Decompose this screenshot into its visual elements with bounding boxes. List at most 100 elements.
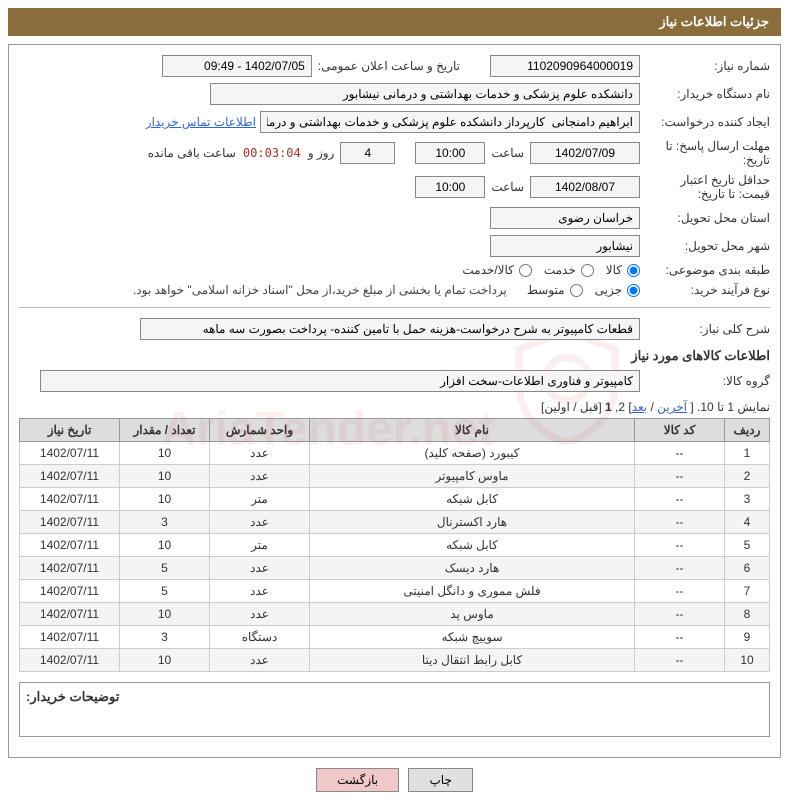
table-cell: متر: [210, 534, 310, 557]
paging-prefix: نمایش 1 تا 10. [: [687, 400, 770, 414]
table-cell: 9: [725, 626, 770, 649]
table-cell: --: [635, 511, 725, 534]
table-row: 2--ماوس کامپیوترعدد101402/07/11: [20, 465, 770, 488]
table-cell: 10: [725, 649, 770, 672]
table-cell: --: [635, 580, 725, 603]
table-cell: 2: [725, 465, 770, 488]
announce-input: [162, 55, 312, 77]
paging-mid: ] 2,: [612, 400, 632, 414]
table-cell: 1402/07/11: [20, 603, 120, 626]
table-cell: --: [635, 626, 725, 649]
table-cell: --: [635, 557, 725, 580]
table-cell: 1402/07/11: [20, 442, 120, 465]
remaining-timer: 00:03:04: [242, 146, 302, 160]
table-cell: فلش مموری و دانگل امنیتی: [310, 580, 635, 603]
table-cell: --: [635, 649, 725, 672]
table-cell: --: [635, 488, 725, 511]
radio-minor-label: جزیی: [595, 283, 622, 297]
table-cell: هارد دیسک: [310, 557, 635, 580]
table-cell: 3: [120, 511, 210, 534]
table-cell: هارد اکسترنال: [310, 511, 635, 534]
table-cell: 5: [120, 580, 210, 603]
requester-label: ایجاد کننده درخواست:: [640, 115, 770, 129]
table-cell: ماوس کامپیوتر: [310, 465, 635, 488]
goods-table: ردیف کد کالا نام کالا واحد شمارش تعداد /…: [19, 418, 770, 672]
table-cell: عدد: [210, 649, 310, 672]
paging-info: نمایش 1 تا 10. [ آخرین / بعد] 2, 1 [قبل …: [19, 400, 770, 414]
hour-label-1: ساعت: [491, 146, 524, 160]
form-box: AriaTender.net شماره نیاز: تاریخ و ساعت …: [8, 44, 781, 758]
table-cell: عدد: [210, 580, 310, 603]
table-cell: --: [635, 465, 725, 488]
divider-1: [19, 307, 770, 308]
remaining-days: [340, 142, 395, 164]
city-input: [490, 235, 640, 257]
remaining-label: ساعت باقی مانده: [148, 146, 236, 160]
goods-group-label: گروه کالا:: [640, 374, 770, 388]
th-name: نام کالا: [310, 419, 635, 442]
table-cell: عدد: [210, 465, 310, 488]
requester-input: [260, 111, 640, 133]
table-cell: 1402/07/11: [20, 580, 120, 603]
buyer-org-label: نام دستگاه خریدار:: [640, 87, 770, 101]
table-cell: 1402/07/11: [20, 511, 120, 534]
radio-both-label: کالا/خدمت: [462, 263, 513, 277]
hour-label-2: ساعت: [491, 180, 524, 194]
overall-desc-label: شرح کلی نیاز:: [640, 322, 770, 336]
table-cell: 7: [725, 580, 770, 603]
days-and-label: روز و: [308, 146, 335, 160]
table-cell: کیبورد (صفحه کلید): [310, 442, 635, 465]
priceval-time: [415, 176, 485, 198]
buyer-notes-box: توضیحات خریدار:: [19, 682, 770, 737]
table-cell: 5: [725, 534, 770, 557]
province-input: [490, 207, 640, 229]
priceval-label: حداقل تاریخ اعتبار قیمت: تا تاریخ:: [640, 173, 770, 201]
table-cell: متر: [210, 488, 310, 511]
table-cell: 1402/07/11: [20, 557, 120, 580]
table-cell: 10: [120, 465, 210, 488]
table-cell: عدد: [210, 557, 310, 580]
table-cell: 1402/07/11: [20, 626, 120, 649]
radio-service[interactable]: [581, 264, 594, 277]
print-button[interactable]: چاپ: [408, 768, 472, 792]
buyer-org-input: [210, 83, 640, 105]
table-row: 1--کیبورد (صفحه کلید)عدد101402/07/11: [20, 442, 770, 465]
purchase-type-label: نوع فرآیند خرید:: [640, 283, 770, 297]
table-cell: سوییچ شبکه: [310, 626, 635, 649]
table-row: 10--کابل رابط انتقال دیتاعدد101402/07/11: [20, 649, 770, 672]
table-row: 6--هارد دیسکعدد51402/07/11: [20, 557, 770, 580]
contact-link[interactable]: اطلاعات تماس خریدار: [146, 115, 256, 129]
overall-desc-input: [140, 318, 640, 340]
table-cell: 4: [725, 511, 770, 534]
paging-sep1: /: [647, 400, 657, 414]
deadline-time: [415, 142, 485, 164]
table-cell: 1: [725, 442, 770, 465]
table-cell: --: [635, 534, 725, 557]
table-cell: 10: [120, 603, 210, 626]
table-cell: --: [635, 603, 725, 626]
goods-group-input: [40, 370, 640, 392]
paging-last-link[interactable]: آخرین: [657, 400, 687, 414]
table-cell: 10: [120, 534, 210, 557]
back-button[interactable]: بازگشت: [316, 768, 399, 792]
table-cell: 1402/07/11: [20, 649, 120, 672]
radio-minor[interactable]: [627, 284, 640, 297]
table-cell: ماوس پد: [310, 603, 635, 626]
table-cell: عدد: [210, 442, 310, 465]
radio-goods[interactable]: [627, 264, 640, 277]
radio-medium[interactable]: [570, 284, 583, 297]
purchase-note: پرداخت تمام یا بخشی از مبلغ خرید،از محل …: [133, 283, 507, 297]
radio-goods-label: کالا: [606, 263, 622, 277]
goods-info-title: اطلاعات کالاهای مورد نیاز: [19, 348, 770, 364]
purchase-radio-group: جزیی متوسط: [527, 283, 640, 297]
radio-both[interactable]: [519, 264, 532, 277]
table-cell: 1402/07/11: [20, 488, 120, 511]
th-qty: تعداد / مقدار: [120, 419, 210, 442]
paging-next-link[interactable]: بعد: [632, 400, 647, 414]
table-cell: 1402/07/11: [20, 534, 120, 557]
table-cell: دستگاه: [210, 626, 310, 649]
table-cell: کابل رابط انتقال دیتا: [310, 649, 635, 672]
subject-radio-group: کالا خدمت کالا/خدمت: [462, 263, 640, 277]
th-date: تاریخ نیاز: [20, 419, 120, 442]
buyer-notes-label: توضیحات خریدار:: [26, 689, 119, 705]
